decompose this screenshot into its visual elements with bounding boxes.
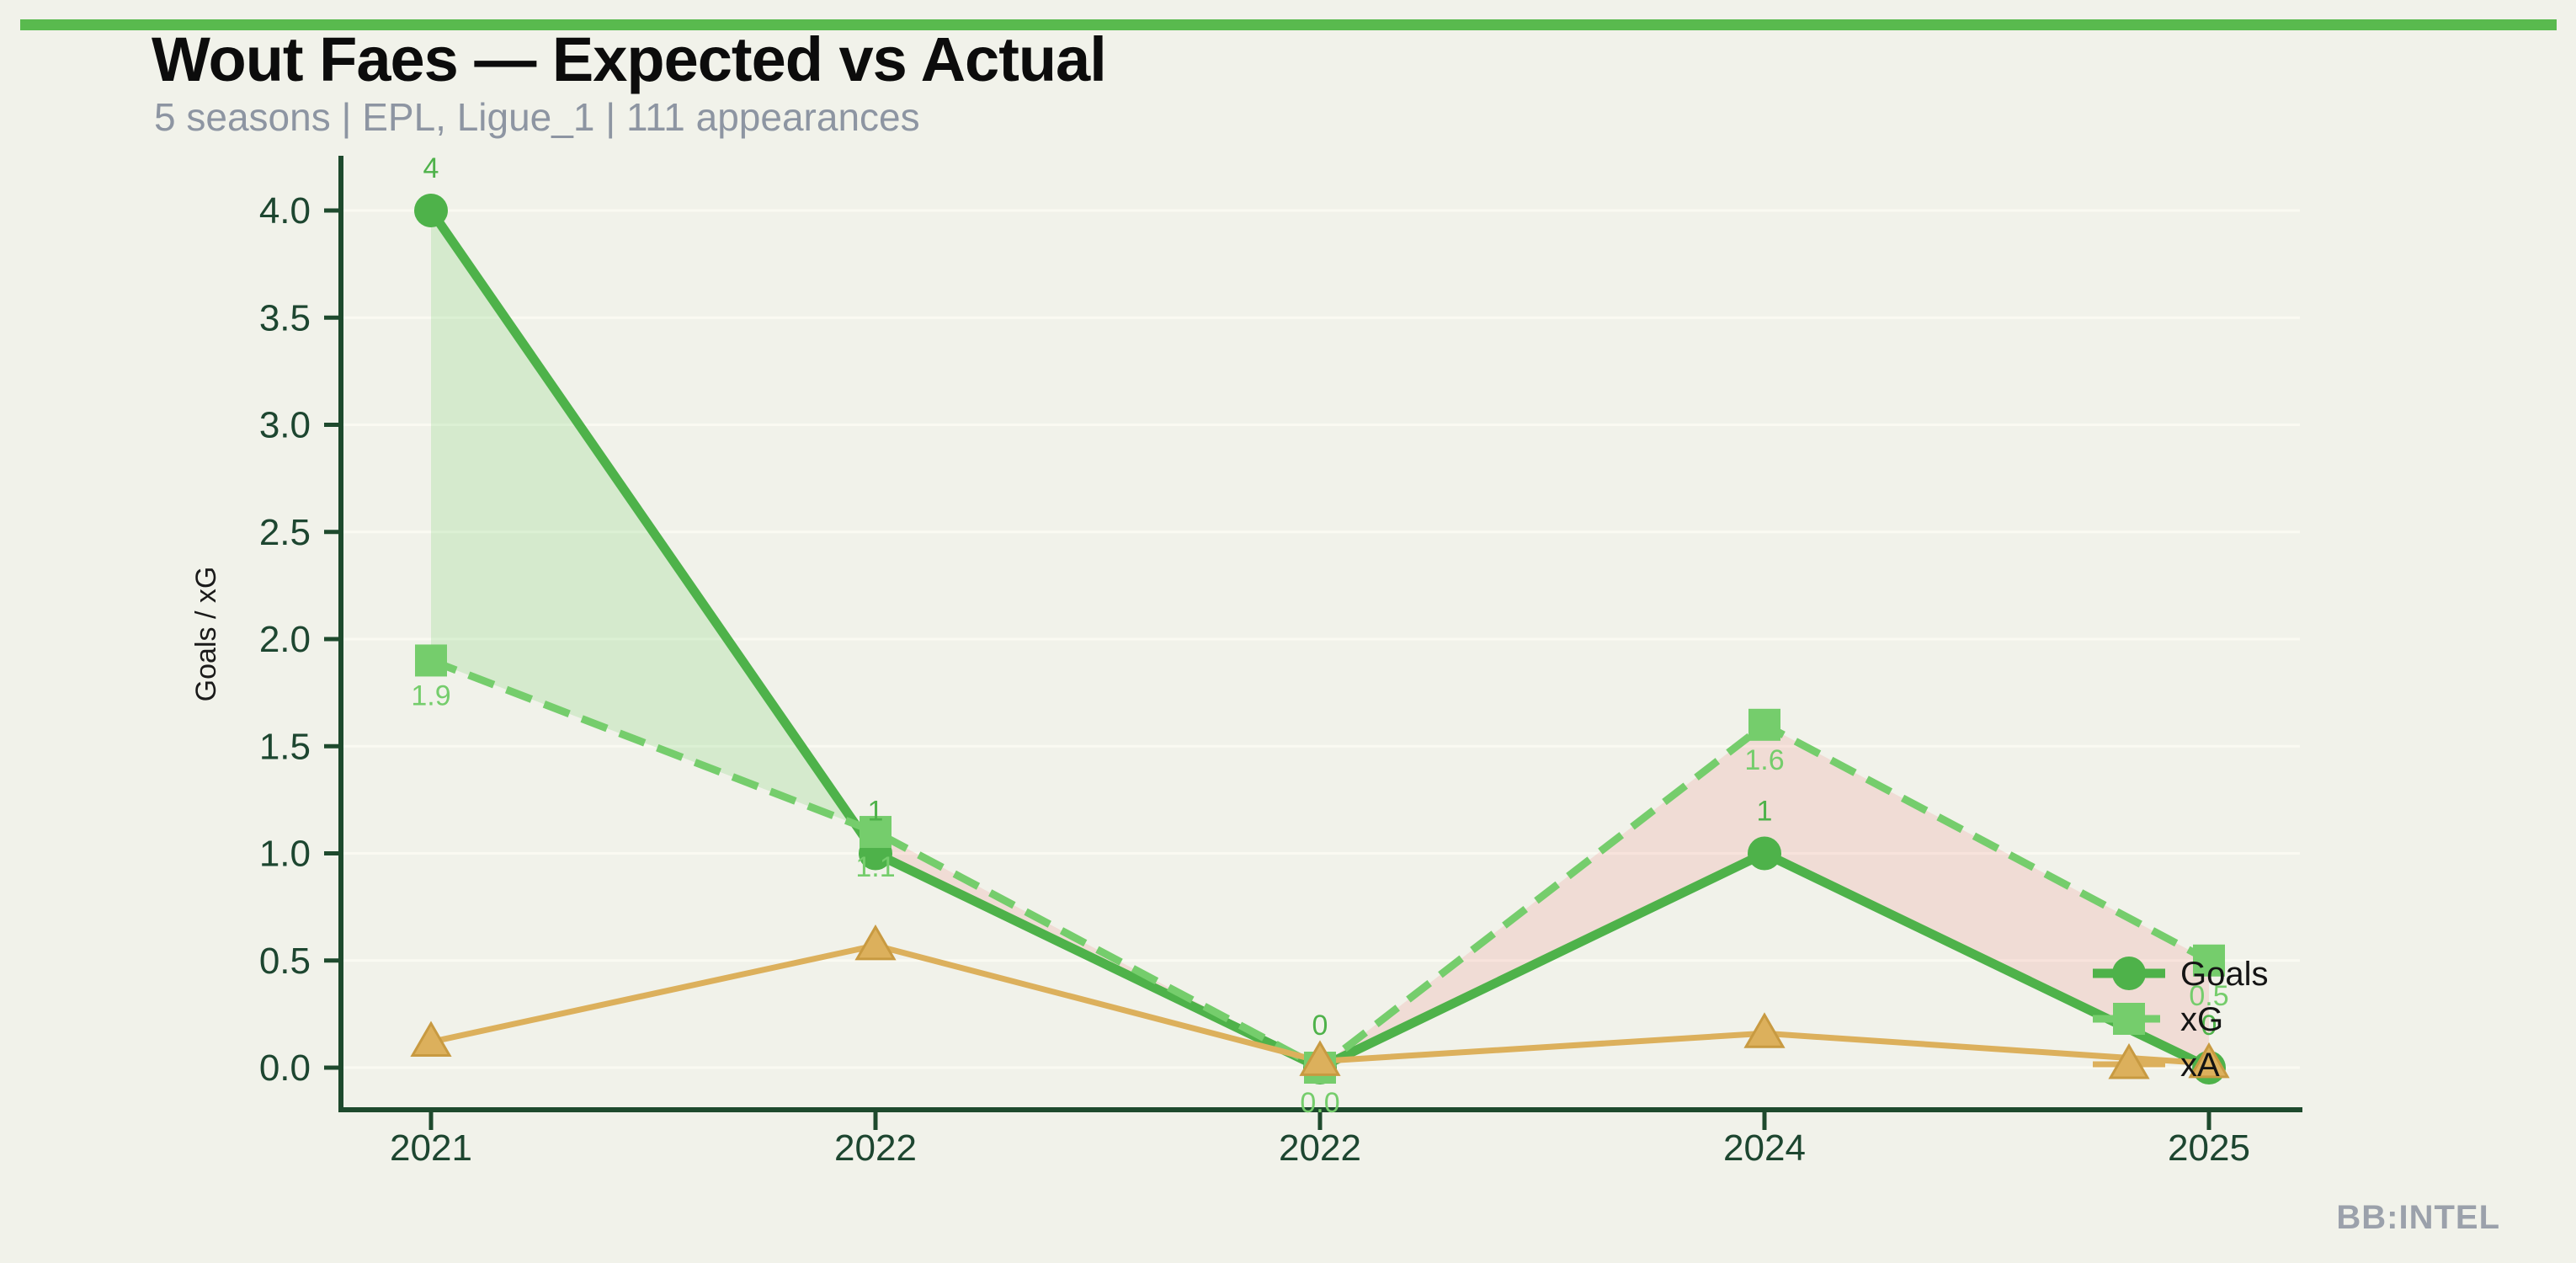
xg-point-label: 1.1 [855,851,895,883]
legend-item-xg: xG [2093,1001,2223,1038]
y-tick-label: 1.0 [259,834,311,875]
goals-point-label: 0 [1312,1010,1328,1042]
watermark: BB:INTEL [2336,1199,2500,1236]
legend-item-goals: Goals [2093,956,2269,993]
xg-marker [1748,708,1780,741]
goals-marker [414,194,448,227]
legend-item-xa: xA [2093,1043,2220,1084]
xa-marker [1743,1012,1786,1048]
axis-spines [338,156,2302,1112]
goals-point-label: 4 [423,152,439,184]
xg-point-label: 1.6 [1744,744,1784,776]
y-axis-title: Goals / xG [190,567,222,702]
legend-label: Goals [2180,956,2269,993]
fill-xg-above-goals [1764,724,2209,1068]
y-tick-label: 2.0 [259,619,311,660]
xa-marker [2188,1042,2230,1079]
x-tick-label: 2025 [2168,1127,2250,1169]
y-tick-label: 3.0 [259,405,311,446]
x-tick-label: 2024 [1723,1127,1806,1169]
xg-point-label: 0.0 [1300,1087,1339,1119]
accent-bar [20,19,2557,30]
goals-point-label: 0 [2201,1010,2217,1042]
goals-point-label: 1 [868,796,884,828]
x-tick-label: 2022 [834,1127,917,1169]
y-tick-label: 0.5 [259,941,311,982]
page-title: Wout Faes — Expected vs Actual [152,24,1107,94]
goals-point-label: 1 [1757,796,1773,828]
xg-marker [415,644,447,677]
x-tick-label: 2022 [1279,1127,1361,1169]
legend-label: xA [2180,1047,2220,1084]
legend-square-marker-icon [2113,1003,2145,1035]
xg-marker [2193,944,2225,977]
goals-marker [1748,836,1781,871]
legend-triangle-marker-icon [2108,1043,2150,1079]
y-tick-label: 1.5 [259,726,311,767]
xg-point-label: 1.9 [411,679,450,711]
xg-marker [860,816,891,849]
page-subtitle: 5 seasons | EPL, Ligue_1 | 111 appearanc… [154,95,920,139]
y-tick-label: 0.0 [259,1047,311,1089]
xa-marker [854,924,897,961]
x-tick-label: 2021 [390,1127,472,1169]
xa-marker [410,1021,452,1057]
legend-circle-marker-icon [2112,957,2146,990]
y-tick-label: 4.0 [259,190,311,232]
legend-label: xG [2180,1001,2223,1038]
y-tick-label: 3.5 [259,297,311,338]
y-tick-label: 2.5 [259,512,311,553]
xa-marker [1299,1040,1341,1076]
xg-point-label: 0.5 [2189,980,2228,1012]
